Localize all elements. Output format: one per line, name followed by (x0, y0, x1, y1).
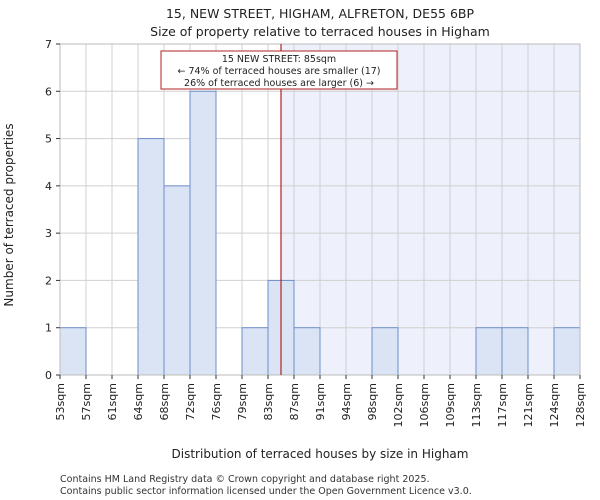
y-tick-label: 4 (45, 180, 52, 193)
larger-than-property-region (281, 44, 580, 375)
footer-copyright: Contains HM Land Registry data © Crown c… (60, 474, 430, 485)
x-tick-label: 117sqm (496, 383, 509, 427)
chart-title: 15, NEW STREET, HIGHAM, ALFRETON, DE55 6… (166, 6, 475, 21)
annotation-line-size: 15 NEW STREET: 85sqm (222, 54, 336, 65)
annotation-border (160, 50, 398, 90)
bar-98sqm (371, 327, 399, 376)
x-tick-label: 98sqm (366, 383, 379, 420)
y-tick-label: 2 (45, 274, 52, 287)
bar-68sqm (163, 185, 191, 376)
bar-87sqm (293, 327, 321, 376)
x-tick-label: 76sqm (210, 383, 223, 420)
annotation-line-larger: 26% of terraced houses are larger (6) → (184, 78, 374, 89)
y-tick-label: 5 (45, 133, 52, 146)
y-tick-label: 3 (45, 227, 52, 240)
x-tick-label: 79sqm (236, 383, 249, 420)
x-tick-label: 121sqm (522, 383, 535, 427)
x-tick-label: 102sqm (392, 383, 405, 427)
bar-72sqm (189, 90, 217, 376)
x-tick-label: 57sqm (80, 383, 93, 420)
x-tick-label: 61sqm (106, 383, 119, 420)
footer-licence: Contains public sector information licen… (60, 486, 472, 497)
y-axis-label: Number of terraced properties (2, 123, 16, 306)
y-tick-label: 6 (45, 85, 52, 98)
x-tick-label: 124sqm (548, 383, 561, 427)
x-tick-label: 68sqm (158, 383, 171, 420)
y-tick-label: 1 (45, 322, 52, 335)
x-tick-label: 94sqm (340, 383, 353, 420)
bar-64sqm (137, 138, 165, 376)
x-tick-label: 128sqm (574, 383, 587, 427)
bar-124sqm (553, 327, 581, 376)
annotation-box: 15 NEW STREET: 85sqm ← 74% of terraced h… (160, 50, 398, 90)
y-axis-ticks: 0 1 2 3 4 5 6 7 (45, 38, 60, 382)
y-tick-label: 0 (45, 369, 52, 382)
x-tick-label: 64sqm (132, 383, 145, 420)
chart-subtitle: Size of property relative to terraced ho… (150, 24, 490, 39)
x-tick-label: 106sqm (418, 383, 431, 427)
x-axis-ticks: 53sqm 57sqm 61sqm 64sqm 68sqm 72sqm 76sqm 79sqm… (54, 375, 587, 427)
bar-113sqm (475, 327, 503, 376)
x-tick-label: 87sqm (288, 383, 301, 420)
x-tick-label: 109sqm (444, 383, 457, 427)
x-tick-label: 91sqm (314, 383, 327, 420)
x-tick-label: 83sqm (262, 383, 275, 420)
bars (59, 90, 581, 376)
x-axis-label: Distribution of terraced houses by size … (172, 447, 469, 461)
annotation-line-smaller: ← 74% of terraced houses are smaller (17… (177, 66, 380, 77)
x-tick-label: 113sqm (470, 383, 483, 427)
bar-79sqm (241, 327, 269, 376)
x-tick-label: 72sqm (184, 383, 197, 420)
x-tick-label: 53sqm (54, 383, 67, 420)
y-tick-label: 7 (45, 38, 52, 51)
bar-53sqm (59, 327, 87, 376)
bar-117sqm (501, 327, 529, 376)
